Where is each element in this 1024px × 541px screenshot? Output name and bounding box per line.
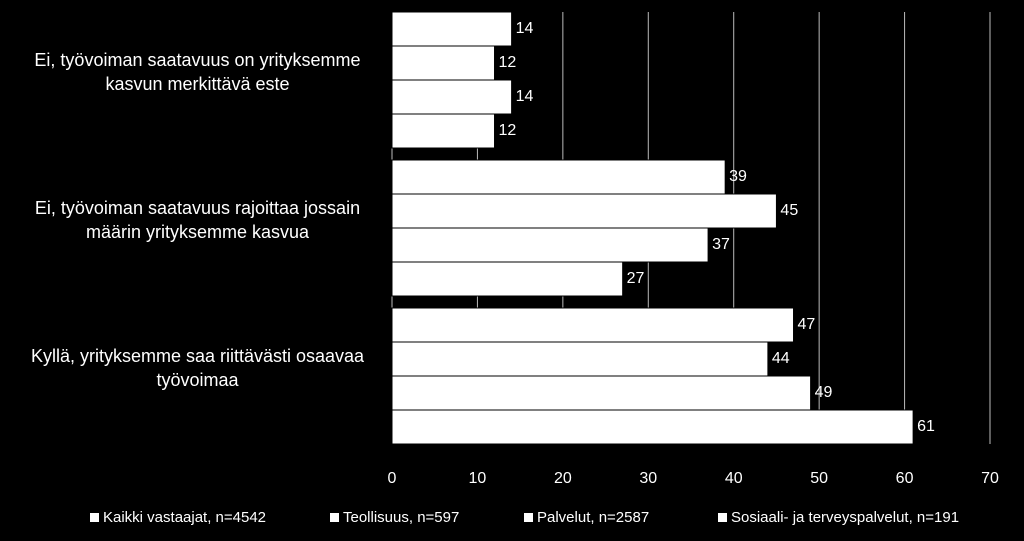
- bar: [391, 227, 709, 263]
- bar: [391, 307, 795, 343]
- x-tick-label: 30: [639, 470, 657, 487]
- x-tick-label: 40: [725, 470, 743, 487]
- legend-item: Sosiaali- ja terveyspalvelut, n=191: [718, 509, 959, 526]
- category-label: Ei, työvoiman saatavuus on yrityksemme k…: [34, 50, 361, 94]
- value-label: 44: [772, 350, 790, 367]
- value-label: 47: [798, 316, 816, 333]
- bar: [391, 409, 914, 445]
- bar: [391, 45, 496, 81]
- legend-item: Palvelut, n=2587: [524, 509, 649, 526]
- value-label: 45: [780, 202, 798, 219]
- legend-label: Kaikki vastaajat, n=4542: [103, 509, 267, 526]
- bar: [391, 11, 513, 47]
- x-tick-label: 60: [896, 470, 914, 487]
- legend: Kaikki vastaajat, n=4542 Teollisuus, n=59…: [0, 509, 1024, 531]
- legend-item: Teollisuus, n=597: [330, 509, 459, 526]
- value-label: 12: [499, 122, 517, 139]
- legend-swatch: [718, 513, 727, 522]
- category-label: Kyllä, yrityksemme saa riittävästi osaav…: [30, 346, 365, 390]
- legend-swatch: [90, 513, 99, 522]
- legend-swatch: [330, 513, 339, 522]
- value-label: 27: [627, 270, 645, 287]
- legend-item: Kaikki vastaajat, n=4542: [90, 509, 266, 526]
- bar: [391, 79, 513, 115]
- value-label: 14: [516, 88, 534, 105]
- value-label: 49: [815, 384, 833, 401]
- x-tick-label: 10: [469, 470, 487, 487]
- legend-swatch: [524, 513, 533, 522]
- value-label: 14: [516, 20, 534, 37]
- bar: [391, 159, 726, 195]
- legend-label: Sosiaali- ja terveyspalvelut, n=191: [731, 509, 960, 526]
- legend-label: Palvelut, n=2587: [537, 509, 650, 526]
- value-label: 61: [917, 418, 935, 435]
- legend-label: Teollisuus, n=597: [343, 509, 460, 526]
- bar: [391, 113, 496, 149]
- x-tick-label: 70: [981, 470, 999, 487]
- value-label: 12: [499, 54, 517, 71]
- bar: [391, 193, 777, 229]
- bar: [391, 341, 769, 377]
- bar: [391, 261, 624, 297]
- category-label: Ei, työvoiman saatavuus rajoittaa jossai…: [34, 198, 361, 242]
- bar: [391, 375, 812, 411]
- value-label: 37: [712, 236, 730, 253]
- value-label: 39: [729, 168, 747, 185]
- x-tick-label: 50: [810, 470, 828, 487]
- x-tick-label: 20: [554, 470, 572, 487]
- x-tick-label: 0: [388, 470, 397, 487]
